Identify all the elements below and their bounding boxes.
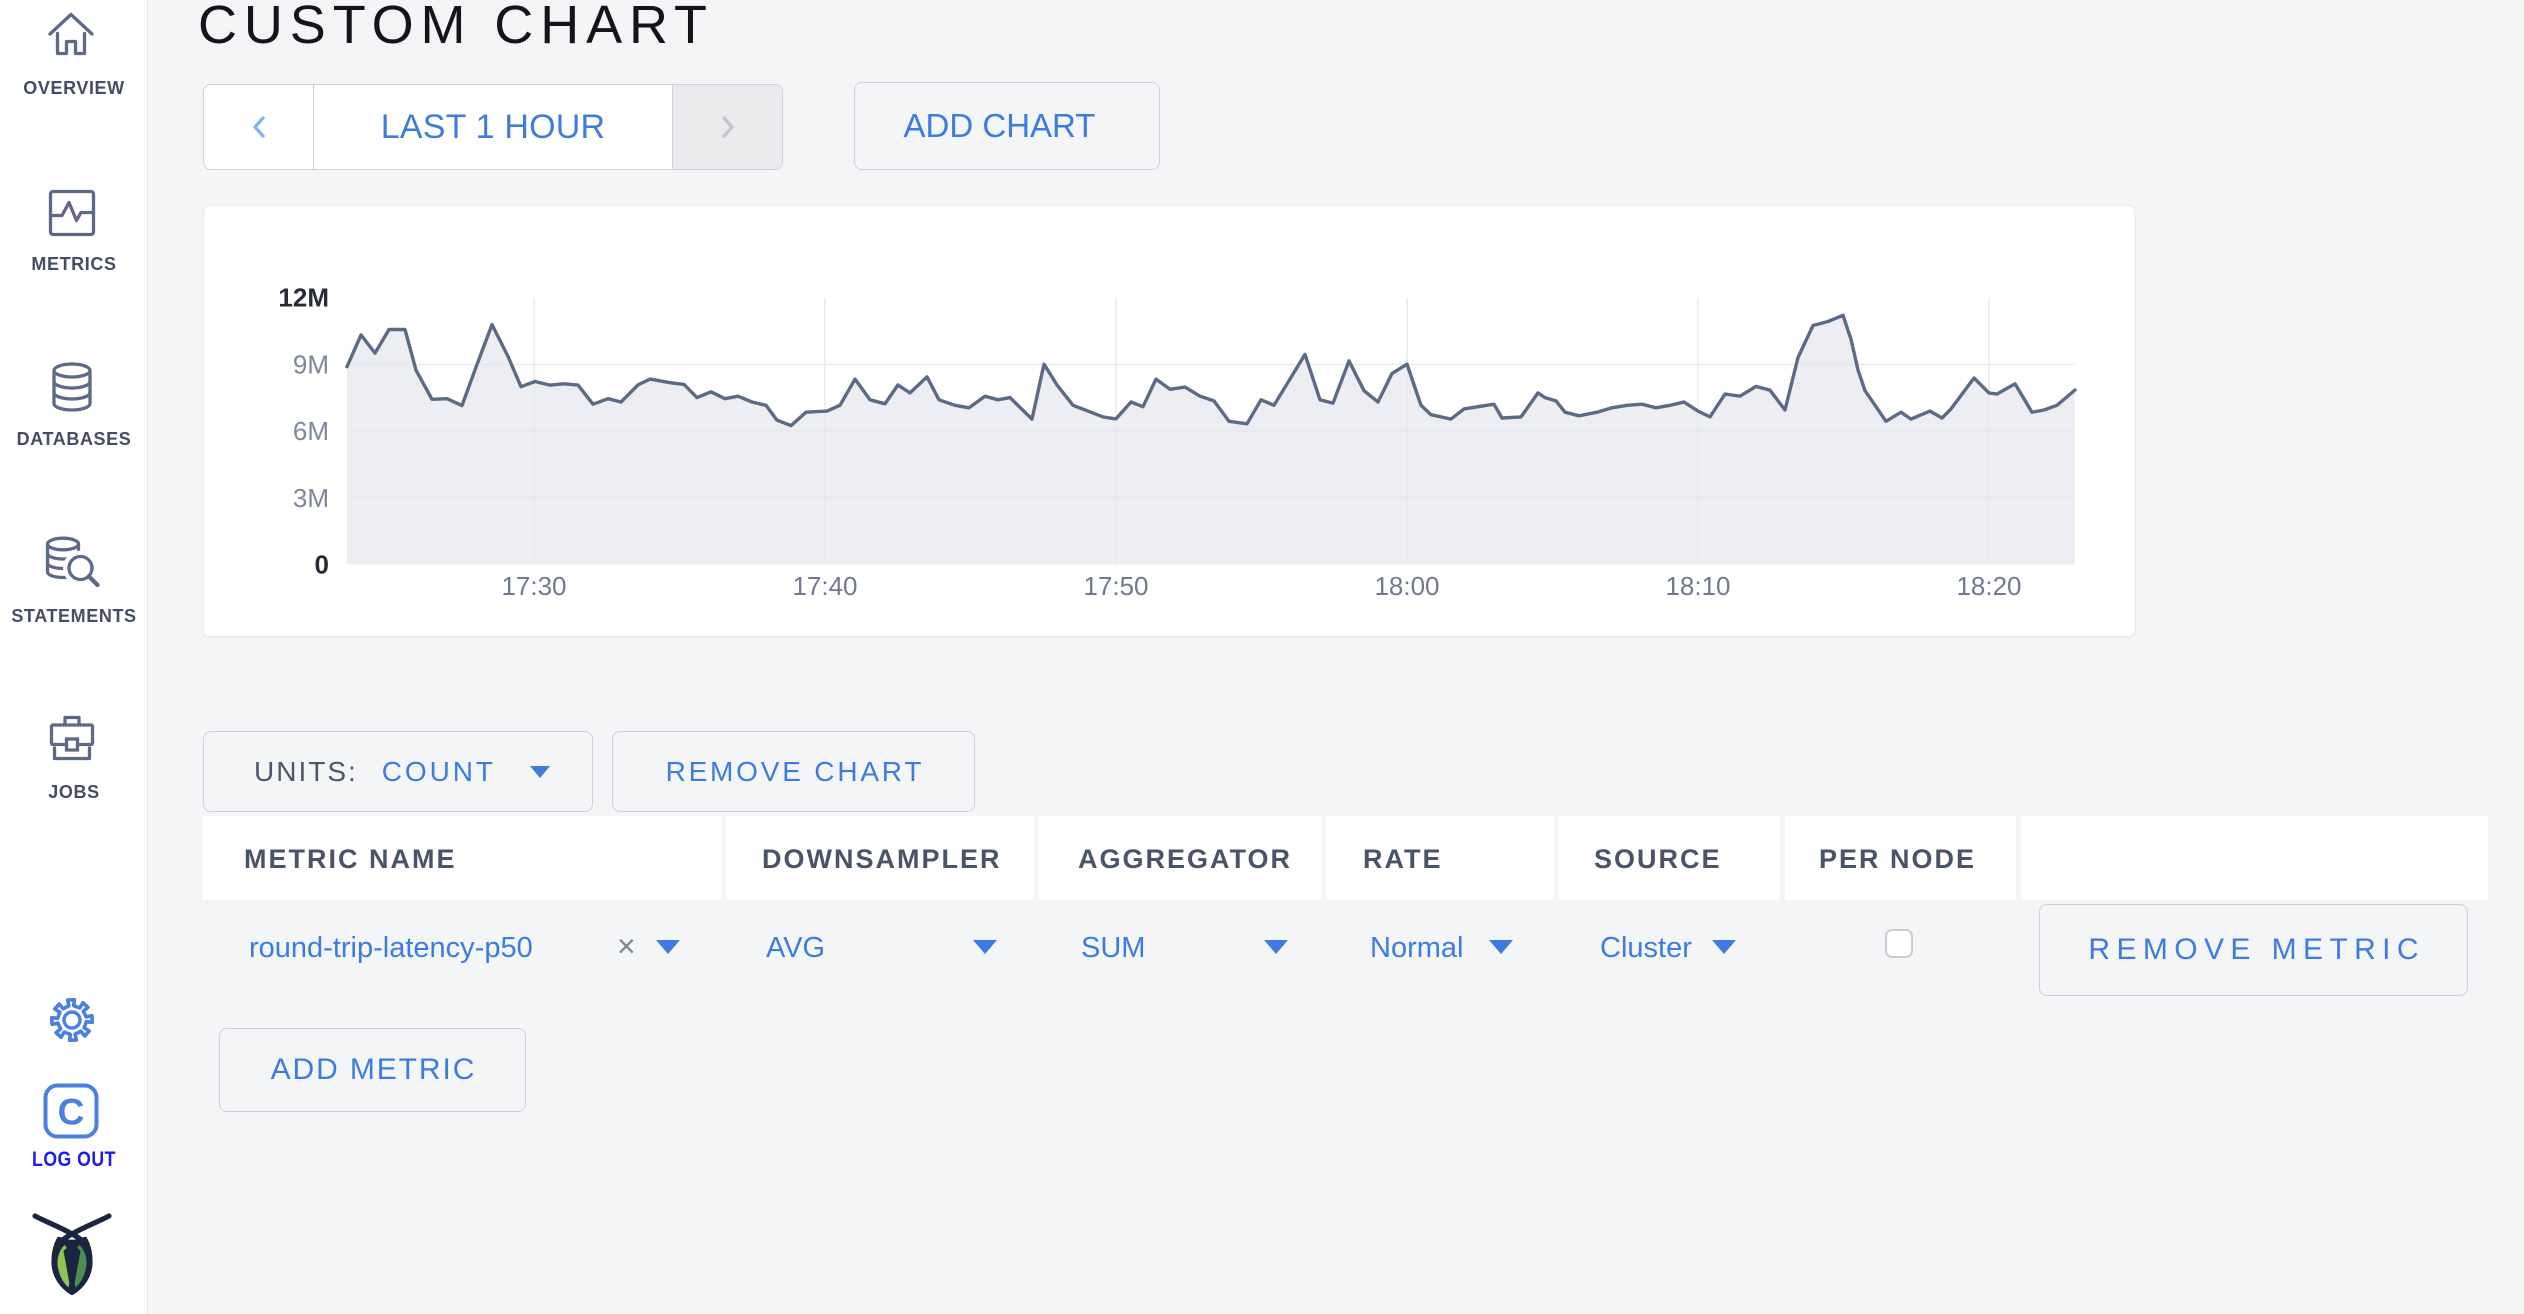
svg-text:18:00: 18:00 xyxy=(1374,571,1439,601)
svg-text:C: C xyxy=(58,1092,85,1133)
svg-text:18:10: 18:10 xyxy=(1665,571,1730,601)
svg-text:18:20: 18:20 xyxy=(1956,571,2021,601)
svg-text:9M: 9M xyxy=(293,349,329,379)
svg-text:17:30: 17:30 xyxy=(501,571,566,601)
svg-text:0: 0 xyxy=(315,550,329,580)
svg-text:12M: 12M xyxy=(278,283,329,313)
svg-text:6M: 6M xyxy=(293,416,329,446)
svg-text:3M: 3M xyxy=(293,483,329,513)
svg-text:17:40: 17:40 xyxy=(792,571,857,601)
svg-text:17:50: 17:50 xyxy=(1083,571,1148,601)
